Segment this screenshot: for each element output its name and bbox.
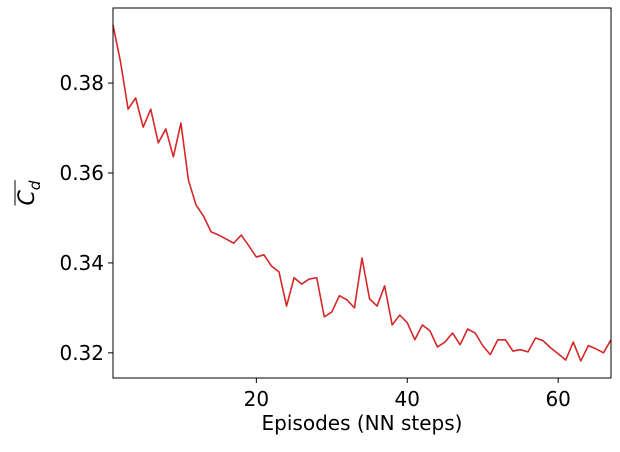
y-tick-label: 0.32 bbox=[59, 341, 104, 365]
x-tick-label: 20 bbox=[244, 387, 269, 411]
x-tick-label: 40 bbox=[395, 387, 420, 411]
y-tick-label: 0.36 bbox=[59, 161, 104, 185]
y-axis-label: Cd bbox=[15, 180, 44, 205]
plot-frame bbox=[112, 7, 612, 379]
y-axis-label-group: Cd bbox=[14, 180, 44, 206]
x-axis-label: Episodes (NN steps) bbox=[262, 411, 463, 435]
x-tick-label: 60 bbox=[545, 387, 570, 411]
y-tick-label: 0.34 bbox=[59, 251, 104, 275]
data-line bbox=[112, 24, 612, 362]
y-tick-label: 0.38 bbox=[59, 71, 104, 95]
